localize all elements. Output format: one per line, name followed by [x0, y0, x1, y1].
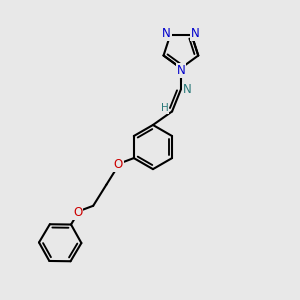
- Text: O: O: [73, 206, 82, 219]
- Text: H: H: [161, 103, 169, 113]
- Text: O: O: [114, 158, 123, 171]
- Text: N: N: [162, 27, 171, 40]
- Text: N: N: [191, 27, 200, 40]
- Text: N: N: [176, 64, 185, 77]
- Text: N: N: [183, 83, 192, 96]
